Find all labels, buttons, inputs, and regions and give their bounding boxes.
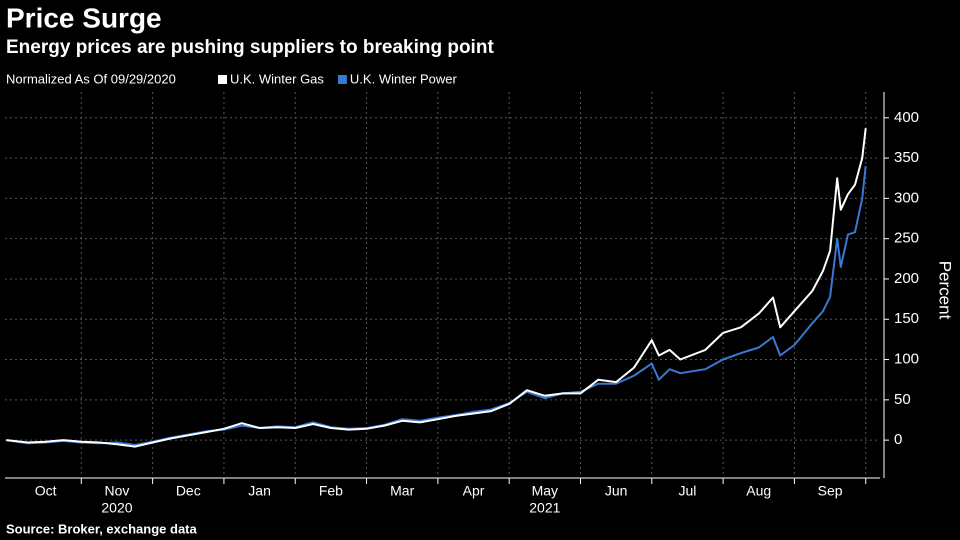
series-line (6, 165, 867, 446)
x-tick-label: Jan (248, 483, 271, 499)
source: Source: Broker, exchange data (6, 521, 198, 536)
legend-swatch (218, 75, 227, 84)
x-tick-label: Dec (176, 483, 201, 499)
x-tick-label: Nov (105, 483, 130, 499)
x-tick-label: Mar (390, 483, 414, 499)
y-tick-label: 200 (894, 270, 919, 287)
y-tick-label: 0 (894, 431, 902, 448)
chart-subtitle: Energy prices are pushing suppliers to b… (6, 37, 494, 58)
legend-label: U.K. Winter Gas (230, 71, 324, 86)
y-tick-label: 250 (894, 230, 919, 247)
x-tick-label: Oct (35, 483, 57, 499)
legend-label: U.K. Winter Power (350, 71, 458, 86)
x-tick-label: Feb (319, 483, 343, 499)
legend-title: Normalized As Of 09/29/2020 (6, 71, 176, 86)
y-tick-label: 100 (894, 351, 919, 368)
x-tick-label: Apr (463, 483, 485, 499)
y-tick-label: 400 (894, 109, 919, 126)
y-tick-label: 150 (894, 310, 919, 327)
series-line (6, 128, 867, 448)
y-tick-label: 350 (894, 149, 919, 166)
x-tick-label: May (532, 483, 558, 499)
year-label: 2021 (529, 500, 560, 516)
x-tick-label: Jul (679, 483, 697, 499)
year-label: 2020 (101, 500, 132, 516)
y-tick-label: 50 (894, 391, 911, 408)
legend-swatch (337, 75, 347, 84)
chart-title: Price Surge (6, 2, 162, 33)
y-axis-label: Percent (936, 261, 955, 320)
x-tick-label: Jun (605, 483, 628, 499)
x-tick-label: Sep (818, 483, 843, 499)
x-tick-label: Aug (746, 483, 771, 499)
y-tick-label: 300 (894, 189, 919, 206)
